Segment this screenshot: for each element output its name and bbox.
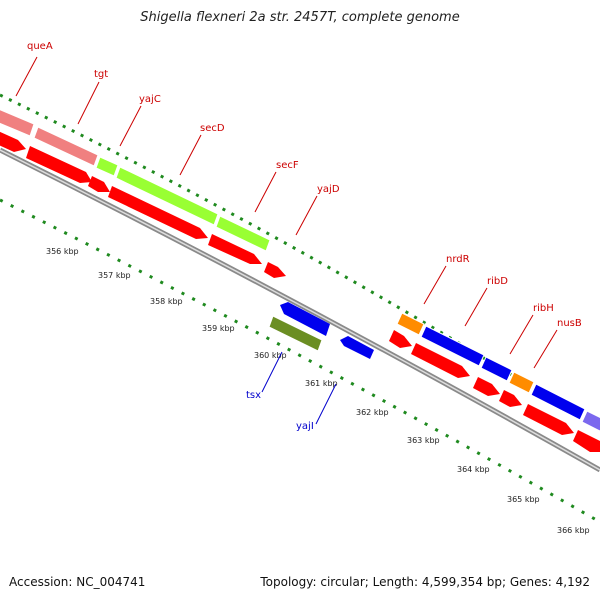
cds-arrow [499, 390, 522, 407]
map-title: Shigella flexneri 2a str. 2457T, complet… [140, 10, 460, 25]
gene-secF-feature [215, 215, 271, 252]
accession-text: Accession: NC_004741 [9, 575, 146, 589]
genome-summary-text: Topology: circular; Length: 4,599,354 bp… [260, 575, 590, 589]
cds-arrow [108, 186, 208, 239]
gene-nrdR-feature [396, 312, 425, 336]
gene-label-secD: secD [200, 123, 225, 134]
gene-label-ribD: ribD [487, 276, 508, 287]
cds-arrow [389, 330, 412, 348]
cds-arrow [264, 262, 286, 278]
upper-cds-track [0, 131, 600, 452]
gene-tsx-arrow [280, 302, 330, 336]
scale-tick-label: 356 kbp [46, 247, 79, 256]
cds-arrow [411, 343, 470, 378]
gene-ribD-tail-feature [480, 356, 513, 382]
gene-label-yajC: yajC [139, 94, 161, 105]
scale-tick-label: 358 kbp [150, 297, 183, 306]
cds-arrow [573, 430, 600, 452]
gene-label-secF: secF [276, 160, 299, 171]
leader-line-tgt [77, 81, 100, 125]
gene-label-tsx: tsx [246, 390, 261, 401]
lower-gene-track [268, 302, 374, 359]
leader-line-nusB [533, 329, 558, 369]
cds-arrow [88, 176, 110, 192]
leader-line-yajI [315, 383, 337, 425]
cds-arrow [523, 404, 574, 435]
leader-line-secF [254, 171, 277, 213]
gene-tsx-feature [268, 315, 323, 352]
scale-tick-label: 359 kbp [202, 324, 235, 333]
gene-tgt-feature [33, 126, 99, 167]
scale-tick-label: 360 kbp [254, 351, 287, 360]
scale-ticks: 356 kbp 357 kbp 358 kbp 359 kbp 360 kbp … [46, 247, 590, 535]
scale-tick-label: 362 kbp [356, 408, 389, 417]
inner-dotted-track [0, 198, 600, 524]
cds-arrow [26, 146, 92, 183]
leader-line-yajC [119, 105, 142, 147]
scale-tick-label: 365 kbp [507, 495, 540, 504]
cds-arrow [208, 234, 262, 264]
leader-lines [15, 56, 558, 425]
gene-label-nrdR: nrdR [446, 254, 470, 265]
gene-yajC-feature [95, 156, 119, 177]
gene-queA-feature [0, 109, 35, 137]
leader-line-yajD [295, 195, 318, 236]
gene-label-tgt: tgt [94, 69, 108, 80]
gene-nusB-feature [530, 383, 586, 421]
leader-line-queA [15, 56, 38, 97]
gene-ribH-feature [508, 371, 535, 394]
upper-gene-track [0, 109, 600, 432]
cds-arrow [473, 377, 500, 396]
gene-label-ribH: ribH [533, 303, 554, 314]
gene-label-yajI: yajI [296, 421, 314, 432]
gene-next-feature [581, 410, 600, 432]
scale-tick-label: 361 kbp [305, 379, 338, 388]
leader-line-secD [179, 134, 202, 176]
gene-label-yajD: yajD [317, 184, 340, 195]
leader-line-nrdR [423, 265, 447, 305]
gene-yajI-arrow [340, 336, 374, 359]
scale-tick-label: 366 kbp [557, 526, 590, 535]
genome-backbone-inner [0, 149, 600, 471]
leader-line-ribD [464, 287, 488, 327]
gene-label-nusB: nusB [557, 318, 582, 329]
scale-tick-label: 357 kbp [98, 271, 131, 280]
gene-labels: queA tgt yajC secD secF yajD nrdR ribD r… [27, 41, 582, 432]
scale-tick-label: 363 kbp [407, 436, 440, 445]
gene-ribD-feature [420, 325, 485, 367]
scale-tick-label: 364 kbp [457, 465, 490, 474]
leader-line-tsx [261, 351, 283, 393]
leader-line-ribH [509, 314, 534, 355]
cds-arrow [0, 131, 26, 152]
gene-secD-feature [115, 166, 219, 226]
gene-label-queA: queA [27, 41, 53, 52]
